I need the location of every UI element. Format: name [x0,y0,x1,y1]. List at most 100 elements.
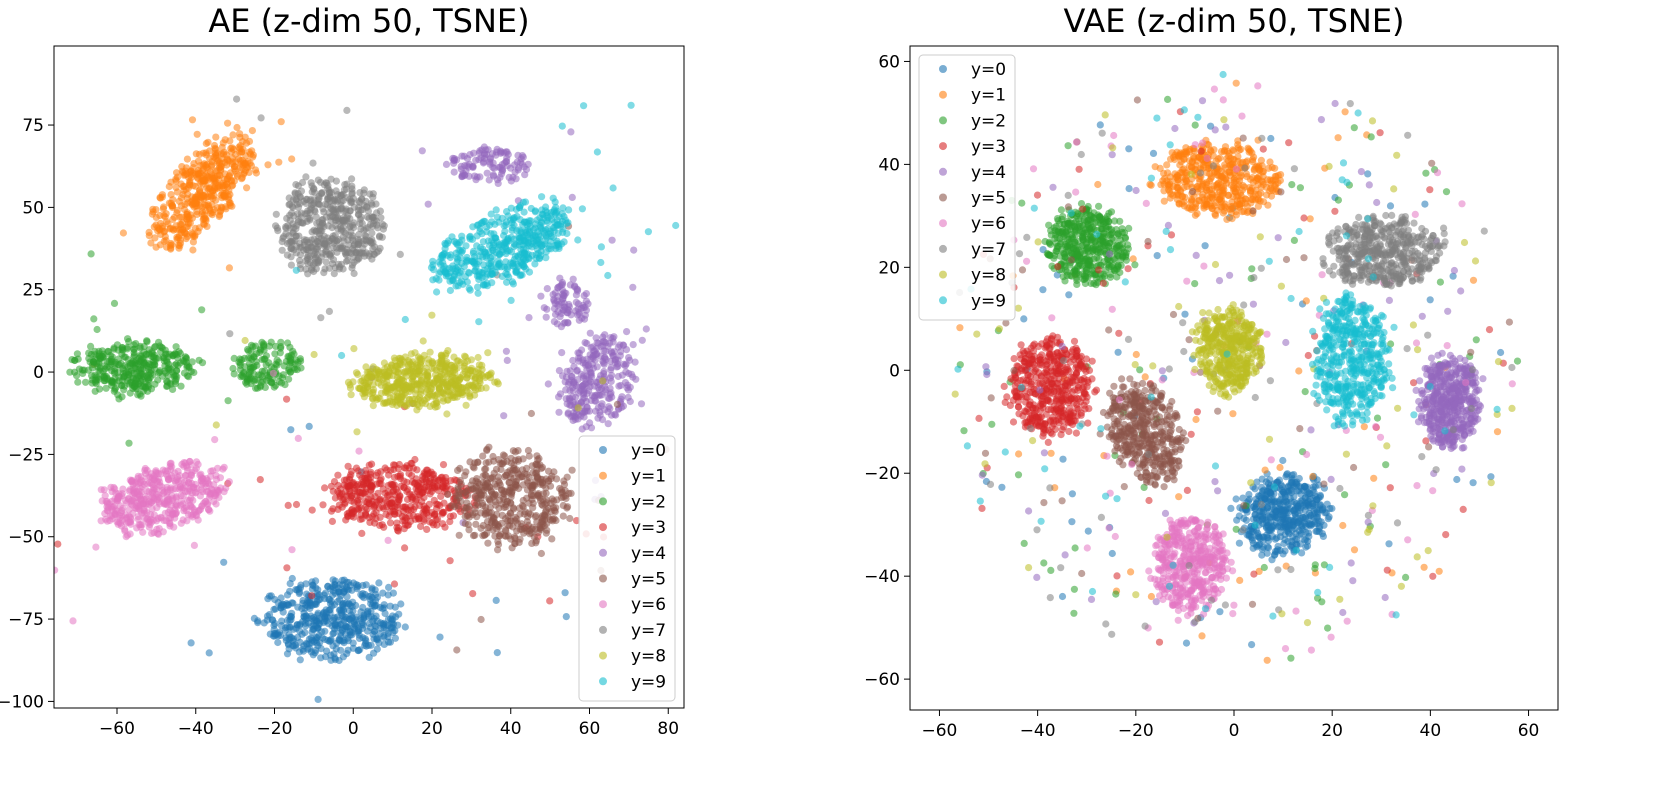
scatter-point [236,355,244,363]
scatter-point [202,207,210,215]
scatter-point [513,515,521,523]
scatter-point [361,635,369,643]
scatter-point [372,635,381,643]
scatter-point [190,368,198,377]
scatter-point [544,380,552,388]
scatter-point [161,509,169,517]
scatter-points [951,70,1522,664]
scatter-point [376,233,384,241]
scatter-point [503,497,511,506]
scatter-point [436,268,444,276]
scatter-point [597,243,606,251]
scatter-point [117,381,126,389]
legend-marker [599,446,607,454]
scatter-point [462,401,470,409]
scatter-point [192,511,200,519]
scatter-point [494,537,502,546]
scatter-point [271,605,280,613]
scatter-point [387,499,395,507]
scatter-point [343,510,351,518]
scatter-point [429,276,437,284]
scatter-point [288,574,296,583]
scatter-point [626,397,634,406]
scatter-point [156,193,164,202]
scatter-point [238,174,246,182]
scatter-point [502,158,510,166]
scatter-point [617,348,625,356]
scatter-point [93,325,101,334]
x-tick-label: 60 [579,719,601,739]
scatter-point [550,208,558,216]
scatter-point [257,346,265,354]
scatter-point [274,638,282,647]
scatter-point [452,249,460,257]
scatter-point [298,604,306,613]
legend-marker [599,574,607,583]
scatter-point [340,237,348,245]
x-tick-label: 40 [500,719,522,739]
scatter-point [272,342,280,350]
scatter-point [150,354,158,362]
scatter-point [526,510,535,518]
scatter-point [385,583,393,592]
scatter-point [463,499,471,507]
scatter-point [354,467,362,475]
scatter-point [418,357,426,365]
scatter-point [463,374,471,382]
scatter-point [540,304,548,312]
scatter-point [689,233,696,240]
scatter-point [429,261,437,269]
scatter-point [224,397,232,405]
scatter-point [597,258,605,267]
scatter-point [334,471,342,479]
scatter-point [123,519,131,527]
scatter-point [379,589,387,597]
scatter-point [24,302,31,309]
scatter-point [356,646,364,654]
scatter-point [199,165,207,173]
scatter-point [401,315,409,324]
scatter-point [388,400,396,408]
scatter-point [355,255,363,263]
scatter-point [285,366,293,374]
scatter-point [486,160,494,168]
scatter-point [357,591,365,599]
scatter-point [525,452,533,460]
scatter-point [164,220,172,228]
scatter-point [455,531,463,539]
scatter-point [224,119,232,127]
scatter-point [319,501,327,509]
scatter-point [695,457,702,464]
scatter-point [166,379,174,387]
scatter-point [334,481,342,490]
scatter-point [573,517,581,525]
scatter-point [114,493,122,501]
scatter-point [188,358,196,366]
scatter-point [307,236,315,244]
scatter-point [613,400,622,408]
scatter-point [280,362,288,370]
scatter-point [310,184,318,193]
scatter-point [297,581,305,589]
scatter-point [310,637,318,646]
scatter-point [558,122,566,130]
scatter-point [397,400,405,408]
series-y=3 [54,395,608,605]
scatter-point [304,246,312,254]
scatter-point [434,486,442,494]
scatter-point [555,367,564,375]
scatter-point [69,617,77,625]
scatter-point [585,407,594,415]
scatter-point [421,506,429,514]
scatter-point [473,272,481,280]
scatter-point [551,198,559,206]
scatter-point [144,387,152,395]
scatter-point [607,366,615,374]
scatter-point [434,500,442,509]
scatter-point [225,187,233,195]
scatter-point [243,345,252,354]
scatter-point [181,487,189,496]
scatter-point [242,166,250,175]
scatter-point [559,306,567,314]
scatter-point [165,182,173,191]
